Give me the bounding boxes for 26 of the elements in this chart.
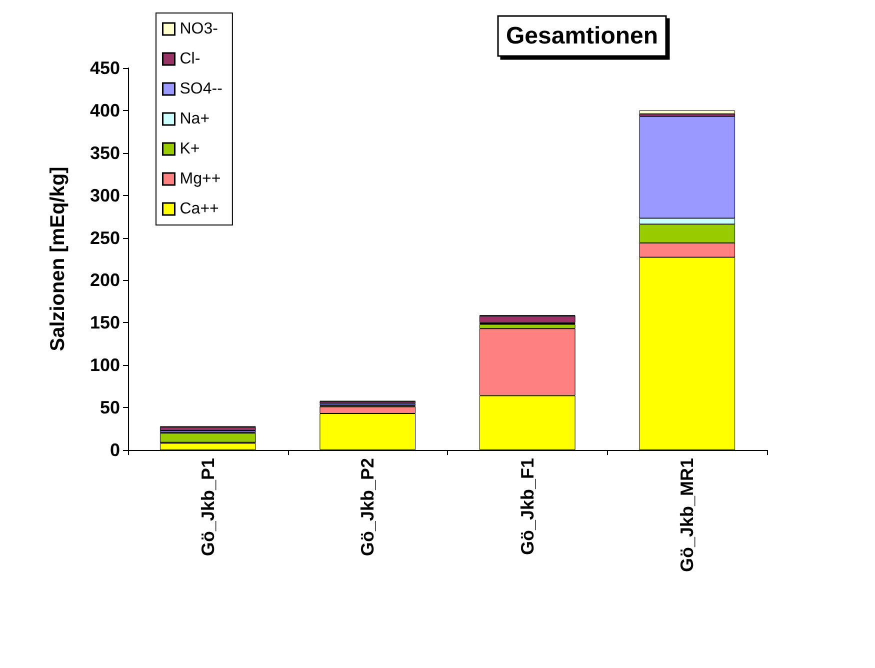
x-tick-label: Gö_Jkb_MR1 <box>677 458 698 572</box>
y-tick-label: 50 <box>100 398 120 418</box>
y-tick-label: 350 <box>90 142 120 163</box>
y-tick-label: 250 <box>90 228 120 248</box>
legend-label: Ca++ <box>180 200 219 218</box>
y-tick-label: 450 <box>90 58 120 78</box>
y-tick-label: 300 <box>90 185 120 206</box>
bar <box>160 427 256 430</box>
y-axis-title: Salzionen [mEq/kg] <box>47 166 69 352</box>
x-tick-label: Gö_Jkb_P1 <box>198 458 218 556</box>
bar <box>639 110 736 114</box>
chart-title: Gesamtionen <box>506 22 658 50</box>
y-tick-label: 200 <box>90 270 120 290</box>
y-tick-label: 150 <box>90 312 120 333</box>
legend-label: Mg++ <box>180 170 221 188</box>
legend-label: NO3- <box>180 20 218 38</box>
legend-label: Na+ <box>180 110 210 128</box>
bar <box>479 316 576 323</box>
legend-label: K+ <box>180 140 200 158</box>
legend-label: SO4-- <box>180 80 222 98</box>
y-tick-label: 400 <box>90 100 120 120</box>
legend-label: Cl- <box>180 50 200 68</box>
x-tick-label: Gö_Jkb_P2 <box>358 458 378 556</box>
y-tick-label: 0 <box>110 440 120 460</box>
x-tick-label: Gö_Jkb_F1 <box>517 458 538 556</box>
y-tick-label: 100 <box>90 355 120 376</box>
